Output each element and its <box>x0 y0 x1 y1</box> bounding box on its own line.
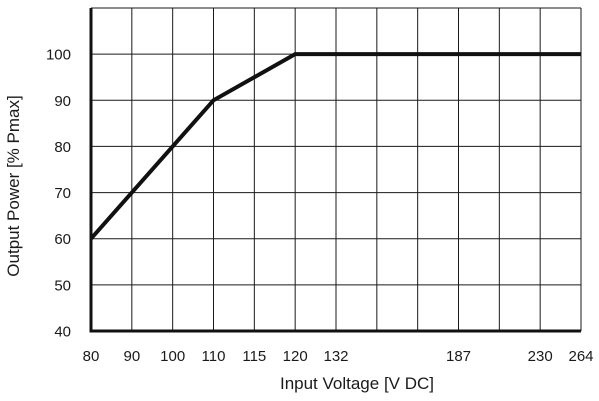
y-tick-label: 80 <box>54 139 71 156</box>
y-tick-label: 90 <box>54 93 71 110</box>
x-tick-label: 100 <box>160 348 185 365</box>
y-tick-labels: 40 50 60 70 80 90 100 <box>46 47 71 341</box>
x-tick-label: 90 <box>123 348 140 365</box>
axes <box>89 8 581 333</box>
y-tick-label: 50 <box>54 277 71 294</box>
x-tick-label: 264 <box>568 348 593 365</box>
series-layer <box>89 52 582 241</box>
x-tick-label: 230 <box>528 348 553 365</box>
x-tick-label: 110 <box>202 348 226 365</box>
y-tick-label: 40 <box>54 324 71 341</box>
x-tick-label: 80 <box>83 348 100 365</box>
x-tick-labels: 80 90 100 110 115 120 132 187 230 264 <box>83 348 594 365</box>
x-axis-title: Input Voltage [V DC] <box>280 374 434 393</box>
y-tick-label: 70 <box>54 185 71 202</box>
x-tick-label: 187 <box>446 348 471 365</box>
grid <box>91 7 582 331</box>
x-tick-label: 120 <box>283 348 308 365</box>
y-axis-title: Output Power [% Pmax] <box>4 95 23 276</box>
y-tick-label: 100 <box>46 47 71 64</box>
x-tick-label: 132 <box>323 348 348 365</box>
series-line <box>89 52 581 241</box>
y-tick-label: 60 <box>54 231 71 248</box>
x-tick-label: 115 <box>242 348 266 365</box>
